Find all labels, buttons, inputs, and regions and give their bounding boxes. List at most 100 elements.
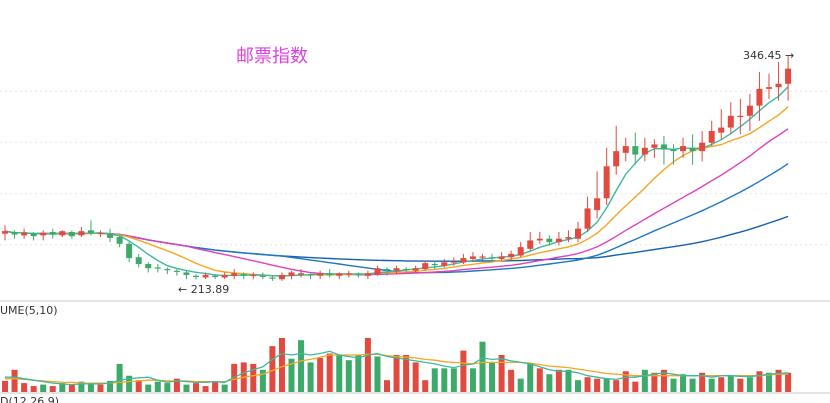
candle-body <box>164 269 171 271</box>
volume-bar <box>345 360 352 392</box>
candle-body <box>250 274 257 277</box>
candle-body <box>240 274 247 276</box>
candle <box>555 232 562 246</box>
candle <box>183 270 190 280</box>
candle <box>670 144 677 165</box>
candle-body <box>135 257 142 264</box>
candle <box>460 253 467 264</box>
candle <box>202 272 209 280</box>
volume-bar <box>689 378 696 392</box>
candle <box>469 252 476 263</box>
candle-body <box>183 272 190 275</box>
candle <box>508 250 515 261</box>
chart-title: 邮票指数 <box>236 46 308 67</box>
volume-ma5-line <box>5 350 789 386</box>
volume-bar <box>135 380 142 392</box>
candle-body <box>737 115 744 117</box>
volume-bar <box>336 355 343 392</box>
volume-bar <box>660 369 667 392</box>
candle-body <box>775 83 782 88</box>
candle-body <box>660 144 667 150</box>
candle <box>775 61 782 101</box>
volume-bar <box>107 380 114 392</box>
volume-bar <box>603 378 610 392</box>
candle-body <box>126 243 133 259</box>
volume-bar <box>68 384 75 392</box>
candle-body <box>374 268 381 275</box>
candle <box>317 270 324 280</box>
candle-body <box>384 269 390 271</box>
volume-bar <box>536 368 543 392</box>
volume-bar <box>575 380 581 392</box>
volume-bar <box>469 368 476 392</box>
volume-bar <box>11 369 18 392</box>
candle <box>746 93 753 131</box>
candle <box>145 262 152 273</box>
candle-body <box>622 146 629 153</box>
volume-bar <box>21 383 28 392</box>
candle <box>756 72 763 121</box>
volume-bar <box>193 383 199 392</box>
candle-body <box>259 275 266 277</box>
volume-bar <box>288 358 295 392</box>
candle <box>718 109 725 140</box>
volume-bar <box>78 381 85 392</box>
candle <box>546 235 553 246</box>
candle-body <box>298 273 305 275</box>
candle <box>699 130 706 162</box>
candlesticks <box>2 56 792 281</box>
volume-bar <box>384 380 390 392</box>
candle <box>422 260 429 271</box>
candle-body <box>193 275 199 277</box>
candle-body <box>727 115 734 128</box>
volume-bar <box>250 363 257 392</box>
candle <box>527 232 534 251</box>
candle <box>374 265 381 276</box>
candle-body <box>594 198 601 211</box>
candle <box>412 265 419 273</box>
volume-bar <box>680 374 687 392</box>
candle-body <box>441 262 448 266</box>
candle <box>30 232 37 241</box>
candle <box>536 232 543 244</box>
candle-body <box>212 275 219 277</box>
volume-bar <box>221 384 228 392</box>
volume-bar <box>785 372 792 392</box>
candle <box>193 274 199 280</box>
candle-body <box>355 274 362 276</box>
candle <box>336 272 343 280</box>
candle-body <box>756 88 763 106</box>
volume-bar <box>670 378 677 392</box>
candle-body <box>307 274 314 276</box>
volume-bar <box>508 369 515 392</box>
candle <box>154 264 161 273</box>
candle <box>221 272 228 280</box>
candle <box>59 230 66 238</box>
candle <box>288 270 295 280</box>
candle-body <box>154 267 161 269</box>
volume-bar <box>431 368 438 392</box>
candle <box>259 272 266 280</box>
candle-body <box>87 230 94 233</box>
candle-body <box>393 268 400 271</box>
volume-bar <box>613 380 620 392</box>
volume-bar <box>145 384 152 392</box>
candle-body <box>689 147 696 152</box>
volume-bar <box>40 384 47 392</box>
candle <box>479 253 486 261</box>
candle-body <box>469 256 476 259</box>
candle <box>384 267 390 276</box>
candle-body <box>107 233 114 238</box>
candle <box>613 125 620 175</box>
volume-bar <box>393 355 400 392</box>
volume-bar <box>756 371 763 392</box>
candle-body <box>670 149 677 152</box>
candle <box>660 136 667 165</box>
candle <box>766 73 772 99</box>
candle <box>489 253 496 263</box>
volume-bar <box>489 362 496 392</box>
candle-body <box>221 274 228 278</box>
candle-body <box>11 232 18 235</box>
volume-bar <box>116 363 123 392</box>
